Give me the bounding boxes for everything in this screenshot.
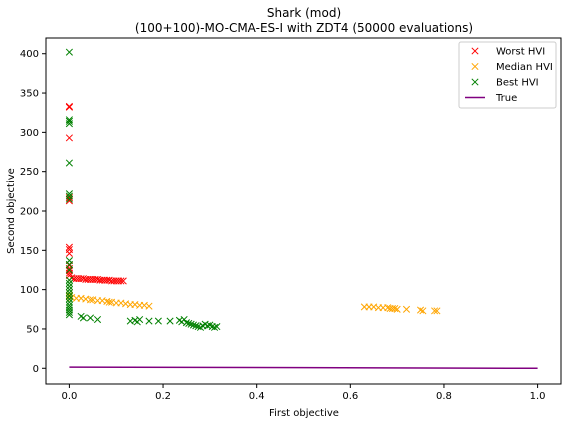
data-point-worst-hvi: [65, 102, 73, 110]
data-point-median-hvi: [431, 307, 439, 315]
data-point-best-hvi: [65, 117, 73, 125]
data-point-median-hvi: [145, 302, 153, 310]
data-point-best-hvi: [192, 322, 200, 330]
legend-label: True: [495, 93, 517, 104]
x-axis-label: First objective: [269, 408, 339, 419]
x-tick-label: 0.6: [342, 391, 358, 402]
legend-swatch-median-hvi: [471, 62, 479, 71]
plot-marks: [65, 48, 538, 370]
y-tick-label: 250: [20, 167, 39, 178]
data-point-best-hvi: [65, 295, 73, 303]
y-tick-label: 0: [33, 364, 39, 375]
y-tick-label: 150: [20, 246, 39, 257]
data-point-best-hvi: [65, 266, 73, 274]
series-line-true: [69, 366, 538, 370]
legend-swatch-worst-hvi: [471, 47, 479, 55]
data-point-best-hvi: [180, 315, 188, 324]
data-point-median-hvi: [402, 305, 411, 313]
data-point-best-hvi: [65, 195, 73, 203]
data-point-best-hvi: [166, 317, 174, 325]
data-point-best-hvi: [189, 321, 198, 329]
legend-swatch-best-hvi: [471, 78, 479, 86]
data-point-worst-hvi: [65, 103, 73, 111]
y-tick-label: 200: [20, 207, 39, 218]
data-point-best-hvi: [65, 311, 73, 319]
data-point-best-hvi: [86, 314, 95, 322]
data-point-best-hvi: [145, 317, 153, 325]
x-tick-label: 1.0: [530, 391, 546, 402]
legend: Worst HVI Median HVI Best HVI True: [458, 41, 557, 109]
data-point-best-hvi: [154, 317, 162, 325]
y-tick-label: 400: [20, 49, 39, 60]
y-tick-label: 300: [20, 128, 39, 139]
x-axis: 0.0 0.2 0.4 0.6 0.8 1.0: [61, 384, 546, 402]
data-point-best-hvi: [65, 286, 73, 294]
data-point-best-hvi: [65, 120, 73, 128]
data-point-best-hvi: [65, 159, 73, 167]
x-tick-label: 0.8: [436, 391, 452, 402]
data-point-worst-hvi: [119, 277, 127, 285]
data-point-best-hvi: [65, 298, 73, 306]
data-point-median-hvi: [416, 306, 425, 314]
data-point-best-hvi: [65, 292, 73, 300]
x-tick-label: 0.2: [155, 391, 171, 402]
data-point-median-hvi: [419, 307, 427, 315]
data-point-best-hvi: [136, 315, 144, 324]
legend-box: [458, 41, 557, 109]
data-point-best-hvi: [65, 308, 73, 316]
x-tick-label: 0.0: [61, 391, 77, 402]
data-point-worst-hvi: [65, 134, 73, 142]
data-point-worst-hvi: [65, 249, 73, 258]
data-point-worst-hvi: [117, 277, 125, 285]
x-tick-label: 0.4: [249, 391, 265, 402]
legend-label: Best HVI: [496, 78, 539, 89]
data-point-best-hvi: [185, 319, 193, 328]
data-point-best-hvi: [65, 279, 73, 287]
data-point-worst-hvi: [65, 269, 73, 277]
chart-title: Shark (mod): [267, 6, 341, 20]
data-point-best-hvi: [79, 314, 88, 322]
chart-subtitle: (100+100)-MO-CMA-ES-I with ZDT4 (50000 e…: [135, 21, 473, 35]
data-point-median-hvi: [105, 298, 113, 306]
data-point-best-hvi: [213, 323, 221, 331]
data-point-best-hvi: [65, 192, 73, 200]
data-point-best-hvi: [65, 260, 73, 269]
data-point-best-hvi: [210, 323, 219, 331]
data-point-best-hvi: [65, 276, 73, 284]
data-point-median-hvi: [86, 296, 95, 304]
data-point-median-hvi: [393, 305, 401, 313]
y-axis: 0 50 100 150 200 250 300 350 400: [20, 49, 46, 375]
y-tick-label: 350: [20, 89, 39, 100]
y-tick-label: 50: [26, 324, 39, 335]
data-point-best-hvi: [187, 320, 195, 328]
data-point-best-hvi: [65, 282, 73, 291]
data-point-best-hvi: [65, 48, 73, 56]
y-axis-label: Second objective: [6, 168, 17, 254]
y-tick-label: 100: [20, 285, 39, 296]
data-point-best-hvi: [65, 190, 73, 198]
data-point-median-hvi: [391, 304, 399, 313]
data-point-best-hvi: [65, 289, 73, 297]
data-point-median-hvi: [433, 307, 441, 315]
data-point-best-hvi: [182, 319, 191, 327]
data-point-best-hvi: [93, 315, 102, 324]
data-point-worst-hvi: [65, 243, 73, 251]
legend-label: Median HVI: [496, 62, 553, 73]
legend-label: Worst HVI: [496, 47, 545, 58]
